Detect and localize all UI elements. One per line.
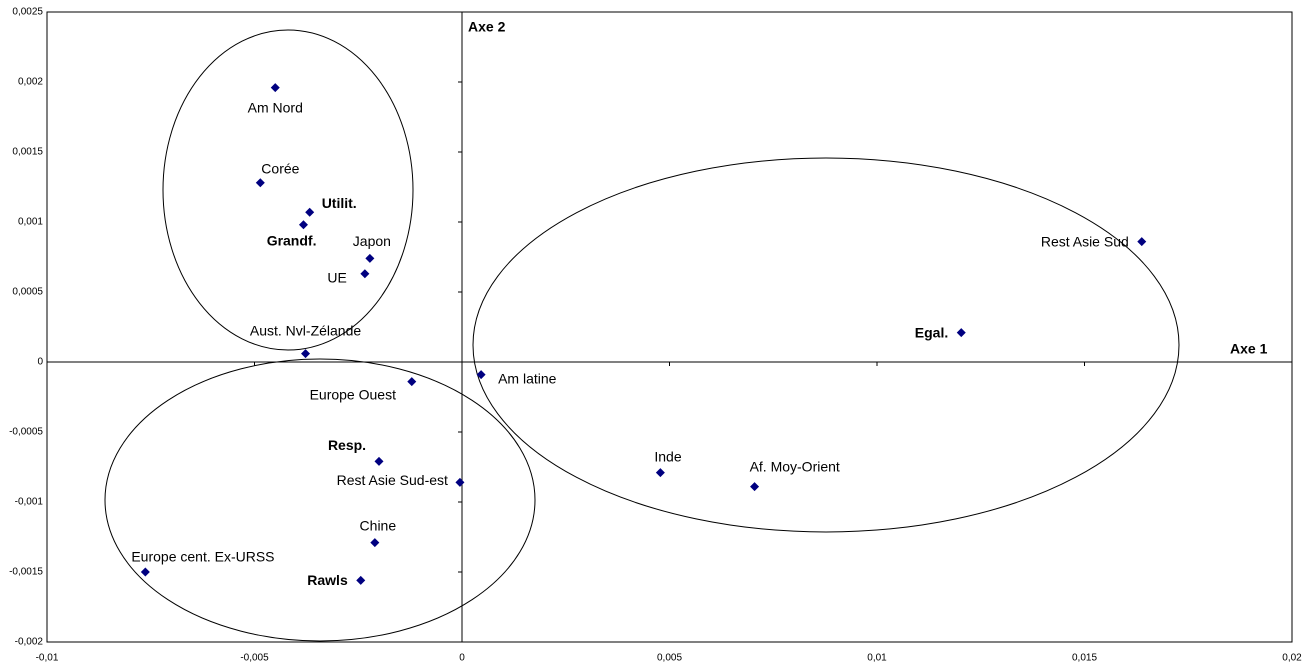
point bbox=[255, 178, 265, 188]
point-label: Europe Ouest bbox=[310, 386, 396, 402]
point bbox=[305, 207, 315, 217]
point-label: Inde bbox=[654, 448, 681, 464]
point-label: Corée bbox=[261, 161, 299, 177]
cluster-ellipse bbox=[104, 358, 536, 642]
y-tick-label: -0,002 bbox=[15, 637, 44, 648]
y-axis-title: Axe 2 bbox=[468, 19, 506, 35]
point-label: Egal. bbox=[915, 324, 948, 340]
point bbox=[356, 575, 366, 585]
y-tick-label: -0,001 bbox=[15, 497, 44, 508]
point-label: Utilit. bbox=[322, 195, 357, 211]
x-tick-label: 0,015 bbox=[1072, 653, 1097, 664]
y-tick-label: -0,0005 bbox=[9, 427, 43, 438]
y-tick-label: 0,001 bbox=[18, 217, 43, 228]
x-tick-label: -0,005 bbox=[240, 653, 269, 664]
y-tick-label: 0,0015 bbox=[12, 147, 43, 158]
point bbox=[301, 349, 311, 359]
point bbox=[655, 468, 665, 478]
plot-frame bbox=[46, 11, 1293, 643]
x-tick-label: 0 bbox=[459, 653, 465, 664]
cluster-ellipse bbox=[162, 29, 414, 351]
point bbox=[1137, 237, 1147, 247]
y-tick-label: -0,0015 bbox=[9, 567, 43, 578]
x-tick-label: 0,005 bbox=[657, 653, 682, 664]
point bbox=[476, 370, 486, 380]
point-label: Af. Moy-Orient bbox=[750, 458, 840, 474]
point-label: UE bbox=[327, 270, 346, 286]
point-label: Rest Asie Sud-est bbox=[337, 472, 448, 488]
point-label: Grandf. bbox=[267, 233, 317, 249]
point-label: Europe cent. Ex-URSS bbox=[131, 549, 274, 565]
point-label: Resp. bbox=[328, 437, 366, 453]
point bbox=[374, 456, 384, 466]
x-tick-label: -0,01 bbox=[36, 653, 59, 664]
y-tick-label: 0,0005 bbox=[12, 287, 43, 298]
point-label: Chine bbox=[360, 517, 397, 533]
point bbox=[956, 328, 966, 338]
point bbox=[298, 220, 308, 230]
cluster-ellipse bbox=[472, 157, 1180, 533]
point-label: Rest Asie Sud bbox=[1041, 233, 1129, 249]
point-label: Japon bbox=[353, 233, 391, 249]
point bbox=[370, 538, 380, 548]
point bbox=[270, 83, 280, 93]
x-axis-title: Axe 1 bbox=[1230, 341, 1268, 357]
point bbox=[750, 482, 760, 492]
y-tick-label: 0 bbox=[37, 357, 43, 368]
point-label: Aust. Nvl-Zélande bbox=[250, 322, 361, 338]
x-tick-label: 0,01 bbox=[867, 653, 887, 664]
point-label: Rawls bbox=[307, 572, 348, 588]
point bbox=[365, 253, 375, 263]
y-tick-label: 0,0025 bbox=[12, 7, 43, 18]
point-label: Am latine bbox=[498, 370, 557, 386]
point bbox=[140, 567, 150, 577]
x-tick-label: 0,02 bbox=[1282, 653, 1302, 664]
point-label: Am Nord bbox=[248, 99, 303, 115]
point bbox=[360, 269, 370, 279]
point bbox=[455, 477, 465, 487]
y-tick-label: 0,002 bbox=[18, 77, 43, 88]
point bbox=[407, 377, 417, 387]
